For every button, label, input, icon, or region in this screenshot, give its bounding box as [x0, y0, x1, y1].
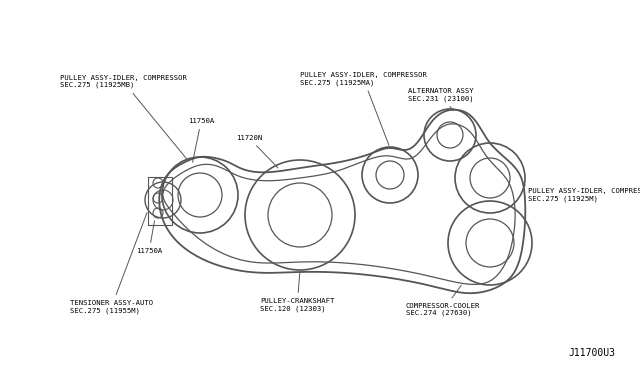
Text: PULLEY ASSY-IDLER, COMPRESSOR
SEC.275 (11925MA): PULLEY ASSY-IDLER, COMPRESSOR SEC.275 (1…	[300, 72, 427, 145]
Text: PULLEY ASSY-IDLER, COMPRESSOR
SEC.275 (11925MB): PULLEY ASSY-IDLER, COMPRESSOR SEC.275 (1…	[60, 75, 188, 161]
Text: 11720N: 11720N	[236, 135, 278, 168]
Text: PULLEY-CRANKSHAFT
SEC.120 (12303): PULLEY-CRANKSHAFT SEC.120 (12303)	[260, 273, 334, 311]
Text: 11750A: 11750A	[188, 118, 214, 162]
Text: 11750A: 11750A	[136, 221, 163, 254]
Text: TENSIONER ASSY-AUTO
SEC.275 (11955M): TENSIONER ASSY-AUTO SEC.275 (11955M)	[70, 213, 153, 314]
Text: ALTERNATOR ASSY
SEC.231 (23100): ALTERNATOR ASSY SEC.231 (23100)	[408, 88, 474, 111]
Text: PULLEY ASSY-IDLER, COMPRESSOR
SEC.275 (11925M): PULLEY ASSY-IDLER, COMPRESSOR SEC.275 (1…	[524, 185, 640, 202]
Text: J11700U3: J11700U3	[568, 348, 615, 358]
Text: COMPRESSOR-COOLER
SEC.274 (27630): COMPRESSOR-COOLER SEC.274 (27630)	[406, 285, 481, 317]
